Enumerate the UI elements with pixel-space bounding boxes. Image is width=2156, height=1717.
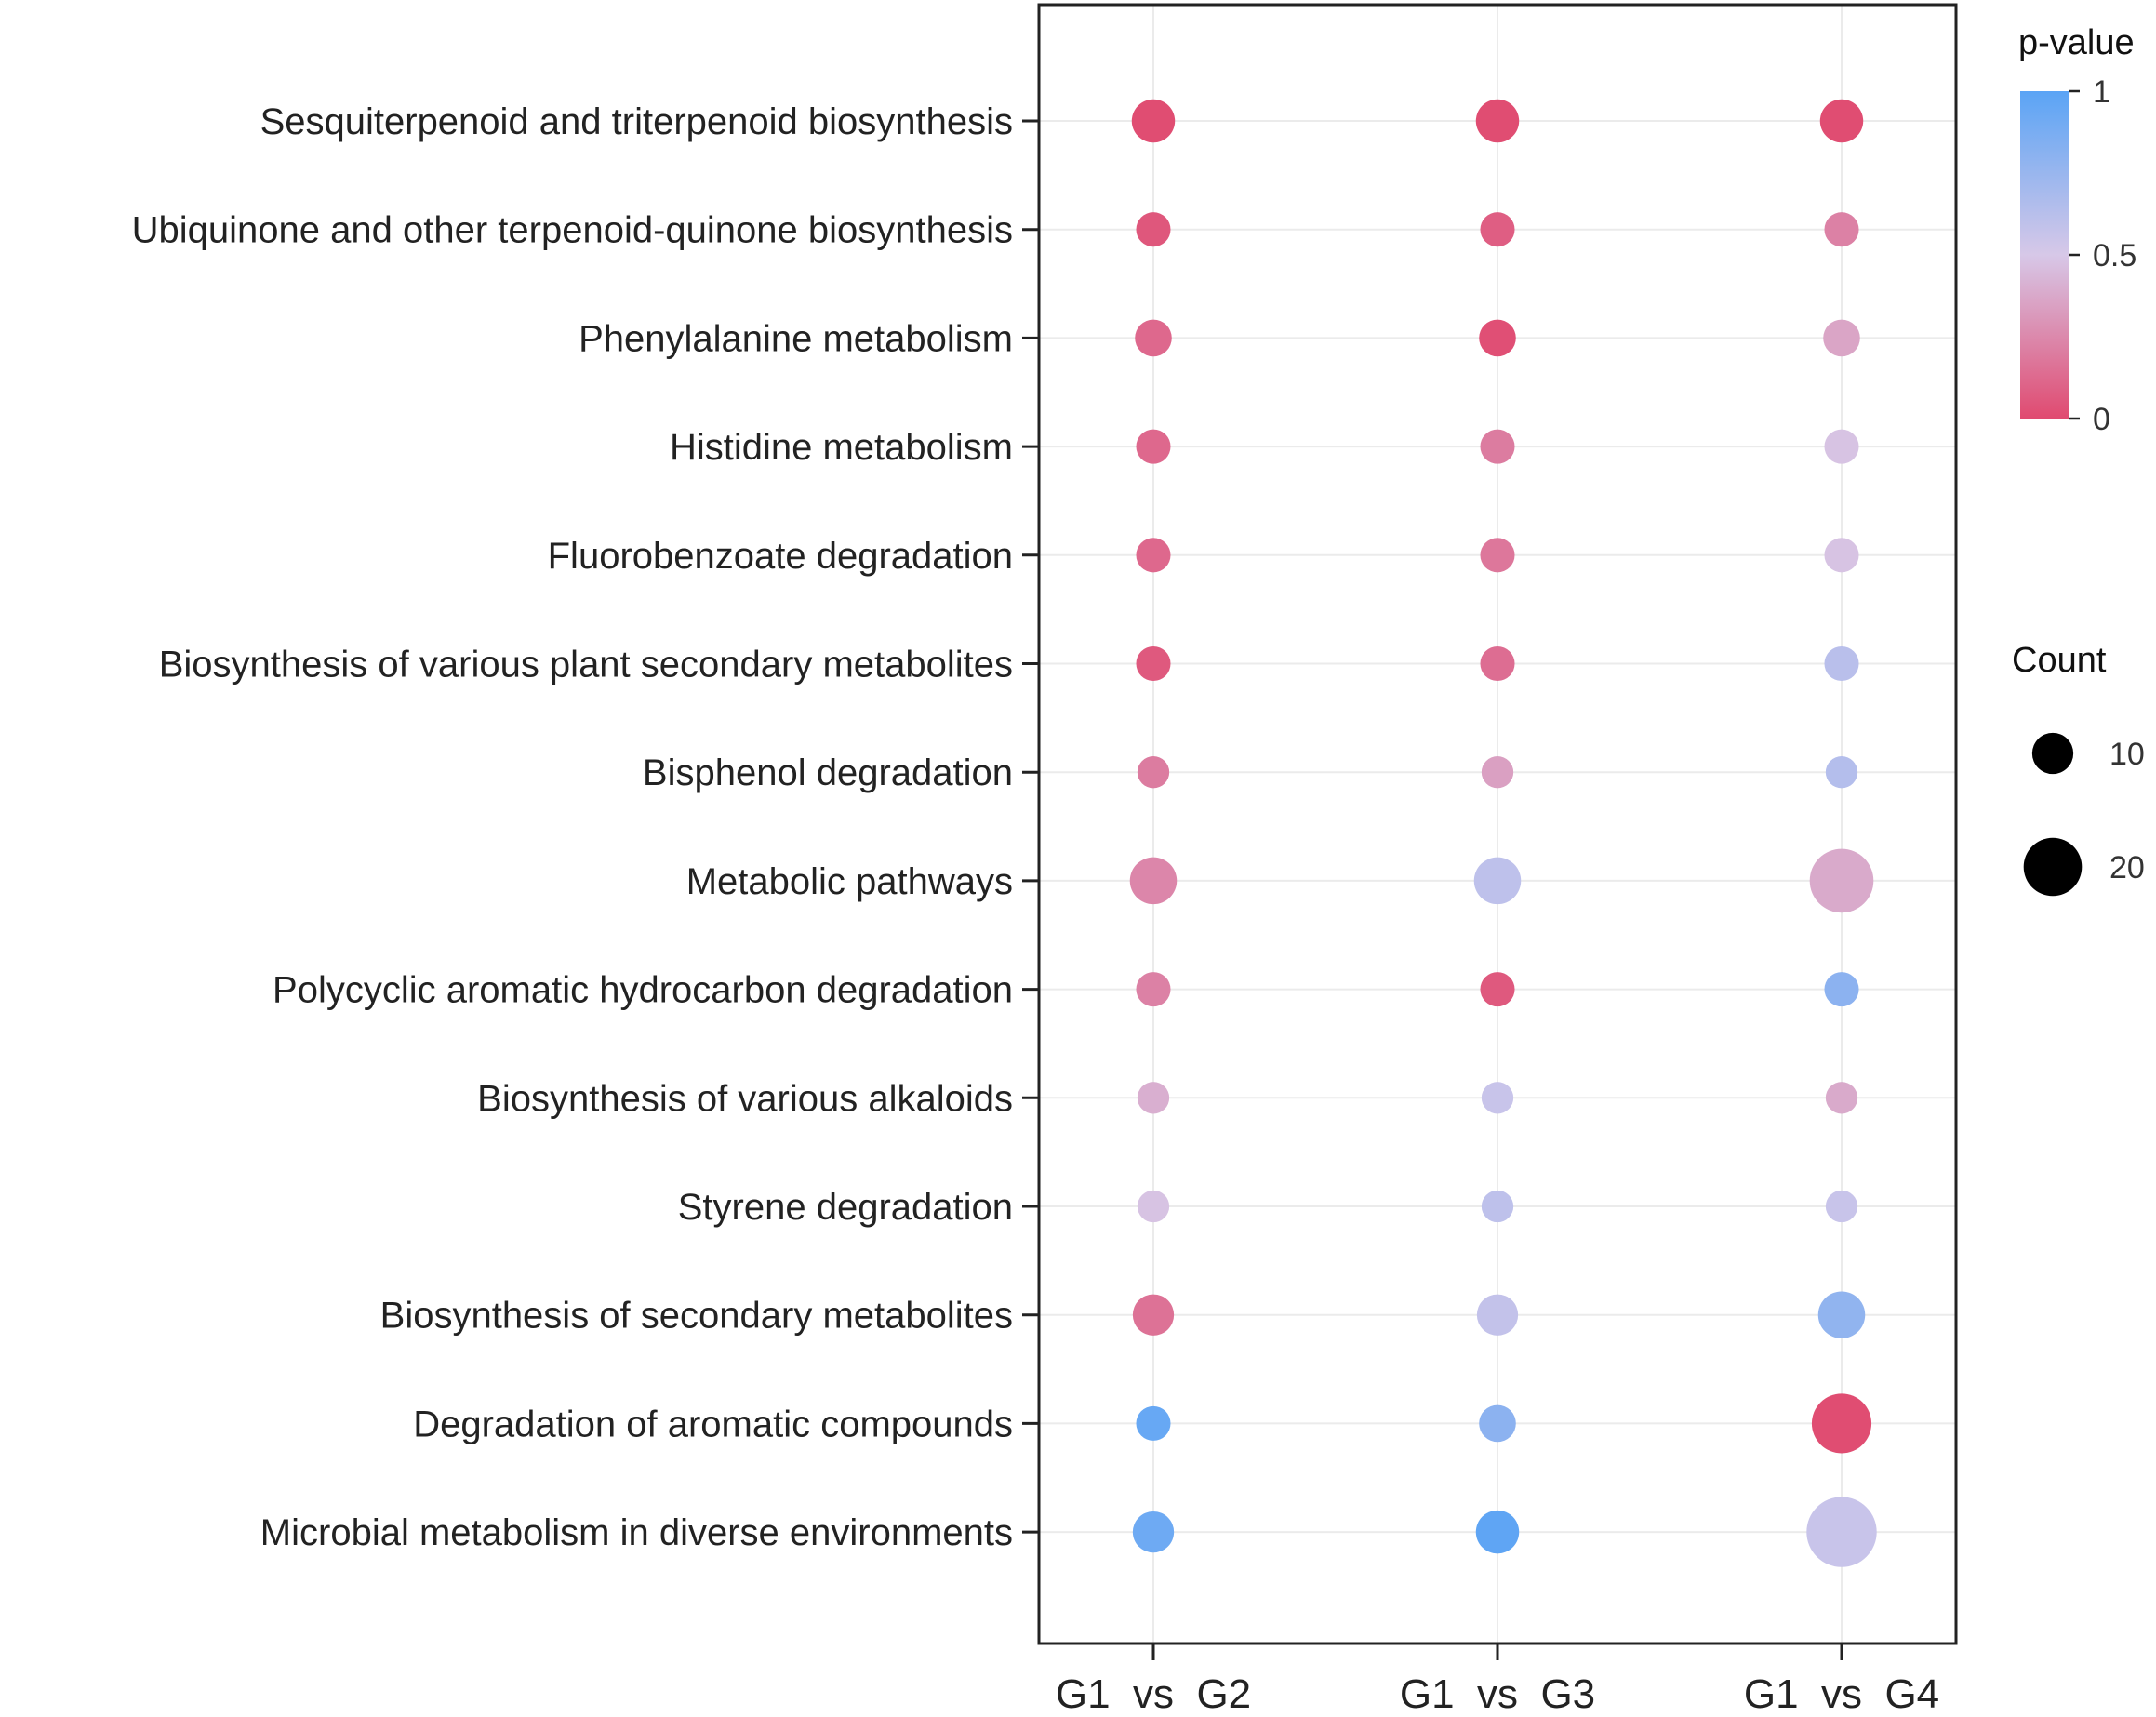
x-tick-label: G1 vs G2 bbox=[1056, 1671, 1251, 1717]
y-tick-label: Biosynthesis of secondary metabolites bbox=[380, 1296, 1013, 1337]
x-tick-label: G1 vs G4 bbox=[1744, 1671, 1939, 1717]
y-tick-label: Bisphenol degradation bbox=[643, 752, 1013, 793]
size-legend-label: 10 bbox=[2109, 737, 2145, 772]
plot-frame bbox=[1037, 3, 1958, 1645]
y-tick-label: Ubiquinone and other terpenoid-quinone b… bbox=[132, 210, 1013, 251]
bubble-point bbox=[1479, 1404, 1516, 1443]
bubble-point bbox=[1137, 756, 1170, 789]
bubble-point bbox=[1480, 538, 1515, 573]
colorbar-tick-label: 1 bbox=[2093, 74, 2110, 110]
bubble-point bbox=[1809, 848, 1874, 913]
bubble-point bbox=[1473, 857, 1522, 905]
y-tick-label: Biosynthesis of various plant secondary … bbox=[159, 645, 1013, 685]
bubble-point bbox=[1137, 1082, 1170, 1114]
bubble-point bbox=[1136, 1405, 1171, 1441]
bubble-point bbox=[1817, 1291, 1866, 1338]
bubble-point bbox=[1811, 1393, 1872, 1454]
bubble-point bbox=[1823, 319, 1860, 357]
x-tick-label: G1 vs G3 bbox=[1400, 1671, 1595, 1717]
bubble-point bbox=[1129, 857, 1178, 905]
y-tick-label: Polycyclic aromatic hydrocarbon degradat… bbox=[273, 970, 1013, 1011]
data-points bbox=[1129, 99, 1877, 1567]
bubble-point bbox=[1476, 1294, 1519, 1336]
bubble-point bbox=[1136, 212, 1171, 247]
y-tick-label: Biosynthesis of various alkaloids bbox=[477, 1078, 1013, 1119]
y-tick-label: Fluorobenzoate degradation bbox=[548, 536, 1013, 577]
colorbar-tick-label: 0.5 bbox=[2093, 238, 2136, 273]
bubble-point bbox=[1480, 972, 1515, 1007]
bubble-point bbox=[1824, 538, 1859, 573]
pvalue-legend-title: p-value bbox=[2018, 23, 2135, 62]
bubble-point bbox=[1475, 99, 1520, 143]
bubble-point bbox=[1824, 972, 1859, 1007]
y-tick-label: Degradation of aromatic compounds bbox=[413, 1404, 1013, 1444]
y-tick-label: Histidine metabolism bbox=[670, 427, 1013, 468]
size-legend-circle bbox=[2023, 837, 2083, 897]
pvalue-colorbar bbox=[2020, 91, 2069, 419]
bubble-point bbox=[1481, 1082, 1514, 1114]
bubble-point bbox=[1136, 429, 1171, 464]
grid-lines bbox=[1039, 5, 1956, 1644]
bubble-point bbox=[1480, 212, 1515, 247]
bubble-point bbox=[1135, 319, 1172, 357]
bubble-point bbox=[1132, 1294, 1175, 1336]
y-tick-label: Sesquiterpenoid and triterpenoid biosynt… bbox=[260, 101, 1013, 142]
bubble-point bbox=[1824, 429, 1859, 464]
y-tick-label: Phenylalanine metabolism bbox=[579, 318, 1013, 359]
bubble-point bbox=[1131, 99, 1176, 143]
y-tick-label: Metabolic pathways bbox=[686, 861, 1013, 902]
y-tick-label: Microbial metabolism in diverse environm… bbox=[260, 1512, 1013, 1553]
size-legend-label: 20 bbox=[2109, 850, 2145, 885]
bubble-point bbox=[1480, 429, 1515, 464]
y-axis: Sesquiterpenoid and triterpenoid biosynt… bbox=[132, 101, 1039, 1553]
count-legend-title: Count bbox=[2012, 641, 2107, 680]
bubble-point bbox=[1819, 99, 1864, 143]
bubble-point bbox=[1806, 1497, 1877, 1567]
bubble-point bbox=[1136, 646, 1171, 682]
bubble-point bbox=[1481, 1190, 1514, 1223]
bubble-point bbox=[1132, 1511, 1175, 1553]
bubble-point bbox=[1824, 646, 1859, 682]
bubble-point bbox=[1481, 756, 1514, 789]
bubble-point bbox=[1136, 538, 1171, 573]
x-axis: G1 vs G2 G1 vs G3 G1 vs G4 bbox=[1056, 1644, 1939, 1717]
bubble-point bbox=[1825, 1082, 1858, 1114]
bubble-point bbox=[1480, 646, 1515, 682]
bubble-point bbox=[1136, 972, 1171, 1007]
size-legend-circle bbox=[2031, 732, 2074, 775]
count-legend: Count 10 20 bbox=[2012, 641, 2145, 897]
bubble-point bbox=[1475, 1510, 1520, 1554]
bubble-point bbox=[1137, 1190, 1170, 1223]
bubble-point bbox=[1824, 212, 1859, 247]
colorbar-tick-label: 0 bbox=[2093, 402, 2110, 437]
pvalue-legend: p-value 1 0.5 0 bbox=[2018, 23, 2136, 437]
bubble-point bbox=[1825, 756, 1858, 789]
y-tick-label: Styrene degradation bbox=[678, 1187, 1013, 1228]
bubble-point bbox=[1479, 319, 1516, 357]
bubble-point bbox=[1825, 1190, 1858, 1223]
